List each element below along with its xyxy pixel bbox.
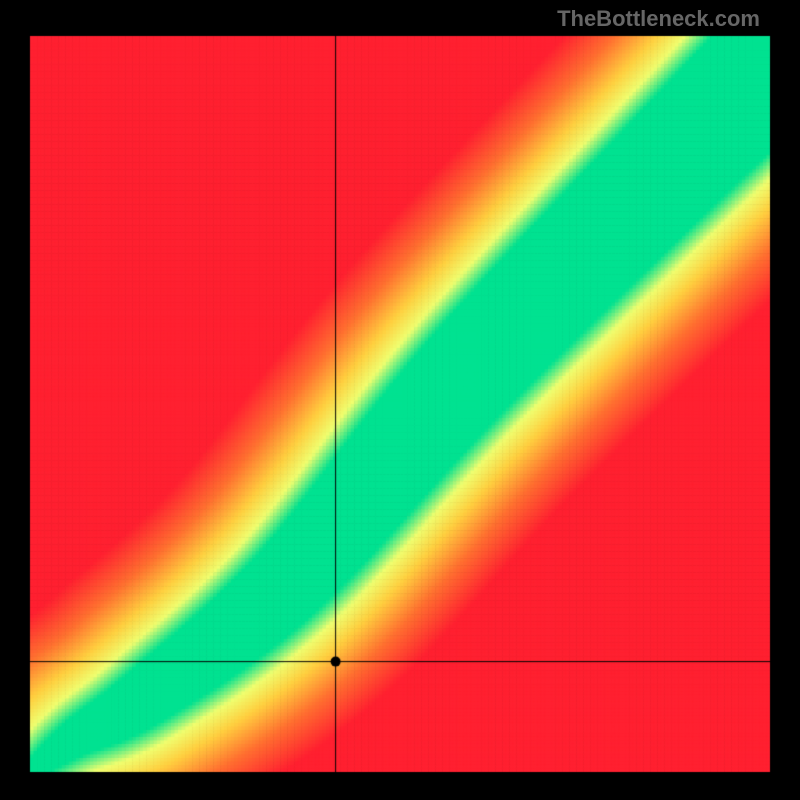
heatmap-canvas	[0, 0, 800, 800]
watermark-text: TheBottleneck.com	[557, 6, 760, 32]
chart-container: TheBottleneck.com	[0, 0, 800, 800]
